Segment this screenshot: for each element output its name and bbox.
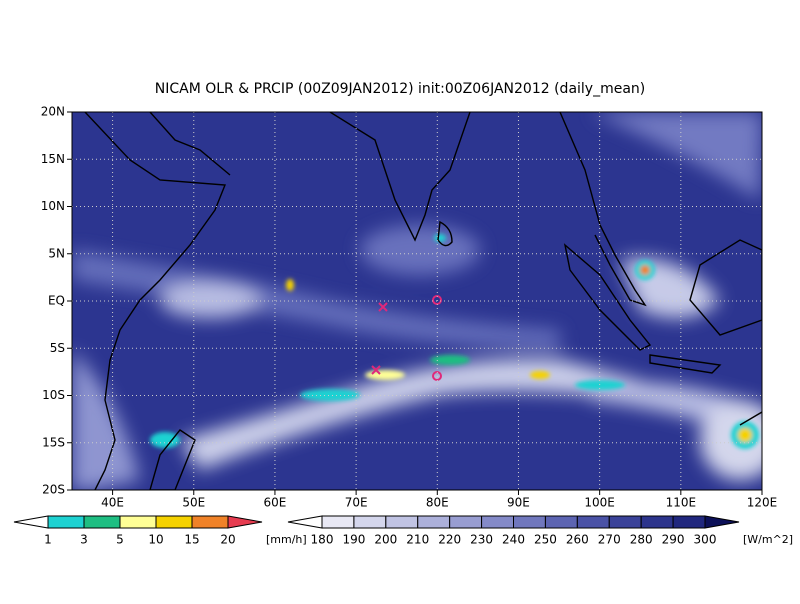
colorbar-label: 5 xyxy=(116,533,124,547)
colorbar-swatch xyxy=(608,515,642,529)
y-tick-label: 10S xyxy=(42,388,65,402)
colorbar-unit: [mm/h] xyxy=(266,533,307,546)
colorbar-arrow xyxy=(704,515,740,529)
colorbar-label: 280 xyxy=(630,533,653,547)
colorbar-label: 230 xyxy=(470,533,493,547)
colorbar-swatch xyxy=(155,515,193,529)
colorbar-label: 290 xyxy=(662,533,685,547)
map-field xyxy=(72,112,762,490)
colorbar-label: 3 xyxy=(80,533,88,547)
colorbar-swatch xyxy=(321,515,355,529)
colorbar-swatch xyxy=(672,515,706,529)
colorbar-label: 180 xyxy=(311,533,334,547)
colorbar-label: 1 xyxy=(44,533,52,547)
colorbar-swatch xyxy=(576,515,610,529)
colorbar-label: 200 xyxy=(374,533,397,547)
colorbar-label: 210 xyxy=(406,533,429,547)
colorbar-swatch xyxy=(481,515,515,529)
colorbar-swatch xyxy=(47,515,85,529)
colorbar-arrow xyxy=(13,515,49,529)
y-tick-label: 5S xyxy=(50,341,65,355)
x-tick-label: 60E xyxy=(264,496,287,510)
title: NICAM OLR & PRCIP (00Z09JAN2012) init:00… xyxy=(155,81,646,97)
colorbar-label: 250 xyxy=(534,533,557,547)
y-tick-label: 20N xyxy=(41,105,65,119)
y-tick-label: EQ xyxy=(48,294,65,308)
colorbar-swatch xyxy=(385,515,419,529)
x-tick-label: 90E xyxy=(507,496,530,510)
colorbar-swatch xyxy=(119,515,157,529)
y-tick-label: 15N xyxy=(41,152,65,166)
colorbar-swatch xyxy=(353,515,387,529)
y-tick-label: 10N xyxy=(41,199,65,213)
colorbar-label: 270 xyxy=(598,533,621,547)
x-tick-label: 110E xyxy=(666,496,697,510)
colorbar-label: 300 xyxy=(694,533,717,547)
y-tick-label: 20S xyxy=(42,483,65,497)
colorbar-label: 15 xyxy=(184,533,199,547)
y-tick-label: 15S xyxy=(42,435,65,449)
colorbar-unit: [W/m^2] xyxy=(743,533,793,546)
x-tick-label: 70E xyxy=(345,496,368,510)
colorbar-label: 260 xyxy=(566,533,589,547)
colorbar-swatch xyxy=(191,515,229,529)
x-tick-label: 100E xyxy=(584,496,615,510)
colorbar-swatch xyxy=(640,515,674,529)
colorbar-arrow xyxy=(227,515,263,529)
colorbar-arrow xyxy=(287,515,323,529)
colorbar-swatch xyxy=(83,515,121,529)
y-tick-label: 5N xyxy=(48,246,65,260)
x-tick-label: 80E xyxy=(426,496,449,510)
colorbar-swatch xyxy=(544,515,578,529)
colorbar-swatch xyxy=(417,515,451,529)
colorbar-label: 220 xyxy=(438,533,461,547)
legends: 1 3 5 10 15 20 [mm/h] 180 190 200 210 220 230 240 250 2… xyxy=(13,515,793,547)
x-tick-label: 40E xyxy=(101,496,124,510)
x-tick-label: 50E xyxy=(182,496,205,510)
colorbar-label: 240 xyxy=(502,533,525,547)
colorbar-label: 190 xyxy=(342,533,365,547)
colorbar-label: 20 xyxy=(220,533,235,547)
colorbar-label: 10 xyxy=(148,533,163,547)
colorbar-swatch xyxy=(449,515,483,529)
map-frame xyxy=(71,111,763,491)
x-tick-label: 120E xyxy=(747,496,778,510)
colorbar-swatch xyxy=(513,515,546,529)
